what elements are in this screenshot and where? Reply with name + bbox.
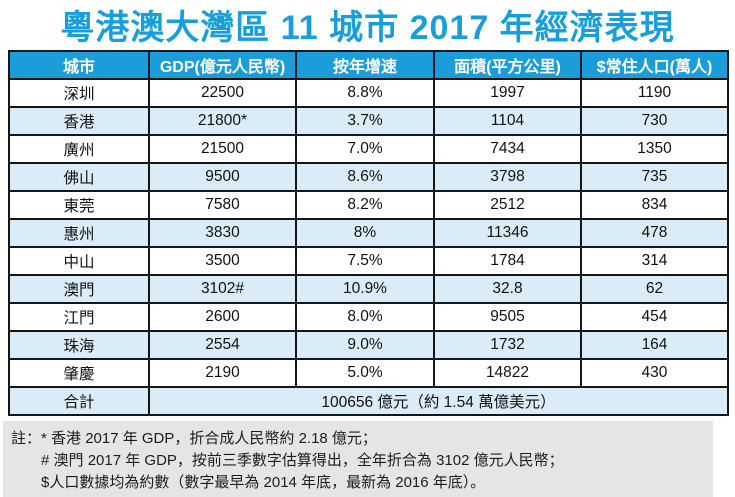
value-cell: 62 bbox=[580, 274, 729, 304]
value-cell: 8% bbox=[295, 218, 435, 248]
city-cell: 惠州 bbox=[8, 218, 150, 248]
value-cell: 1350 bbox=[580, 134, 729, 164]
value-cell: 21500 bbox=[148, 134, 297, 164]
value-cell: 3102# bbox=[148, 274, 297, 304]
table-row: 江門 2600 8.0% 9505 454 bbox=[8, 302, 729, 332]
city-cell: 深圳 bbox=[8, 78, 150, 108]
column-header: 城市 bbox=[8, 50, 150, 80]
total-row: 合計 100656 億元（約 1.54 萬億美元） bbox=[8, 386, 729, 416]
value-cell: 8.2% bbox=[295, 190, 435, 220]
value-cell: 5.0% bbox=[295, 358, 435, 388]
table-row: 肇慶 2190 5.0% 14822 430 bbox=[8, 358, 729, 388]
value-cell: 22500 bbox=[148, 78, 297, 108]
city-cell: 佛山 bbox=[8, 162, 150, 192]
table-body: 深圳 22500 8.8% 1997 1190 香港 21800* 3.7% 1104 730 廣州… bbox=[8, 78, 729, 388]
value-cell: 735 bbox=[580, 162, 729, 192]
value-cell: 3798 bbox=[433, 162, 582, 192]
value-cell: 9.0% bbox=[295, 330, 435, 360]
notes-lines: * 香港 2017 年 GDP，折合成人民幣約 2.18 億元； # 澳門 20… bbox=[41, 428, 703, 494]
table-row: 中山 3500 7.5% 1784 314 bbox=[8, 246, 729, 276]
table-row: 佛山 9500 8.6% 3798 735 bbox=[8, 162, 729, 192]
city-cell: 肇慶 bbox=[8, 358, 150, 388]
value-cell: 14822 bbox=[433, 358, 582, 388]
total-label: 合計 bbox=[8, 386, 150, 416]
value-cell: 2600 bbox=[148, 302, 297, 332]
value-cell: 7.5% bbox=[295, 246, 435, 276]
column-header: 按年增速 bbox=[295, 50, 435, 80]
value-cell: 1104 bbox=[433, 106, 582, 136]
value-cell: 21800* bbox=[148, 106, 297, 136]
table-header-row: 城市 GDP(億元人民幣) 按年增速 面積(平方公里) $常住人口(萬人) bbox=[8, 50, 729, 80]
column-header: GDP(億元人民幣) bbox=[148, 50, 297, 80]
city-cell: 江門 bbox=[8, 302, 150, 332]
table-row: 澳門 3102# 10.9% 32.8 62 bbox=[8, 274, 729, 304]
value-cell: 9500 bbox=[148, 162, 297, 192]
value-cell: 7580 bbox=[148, 190, 297, 220]
value-cell: 32.8 bbox=[433, 274, 582, 304]
city-cell: 廣州 bbox=[8, 134, 150, 164]
value-cell: 10.9% bbox=[295, 274, 435, 304]
value-cell: 1190 bbox=[580, 78, 729, 108]
table-row: 廣州 21500 7.0% 7434 1350 bbox=[8, 134, 729, 164]
notes-prefix: 註： bbox=[11, 430, 42, 447]
value-cell: 3830 bbox=[148, 218, 297, 248]
table-row: 深圳 22500 8.8% 1997 1190 bbox=[8, 78, 729, 108]
table-row: 香港 21800* 3.7% 1104 730 bbox=[8, 106, 729, 136]
value-cell: 8.0% bbox=[295, 302, 435, 332]
value-cell: 1732 bbox=[433, 330, 582, 360]
value-cell: 9505 bbox=[433, 302, 582, 332]
city-cell: 東莞 bbox=[8, 190, 150, 220]
value-cell: 11346 bbox=[433, 218, 582, 248]
value-cell: 1997 bbox=[433, 78, 582, 108]
economy-table: 城市 GDP(億元人民幣) 按年增速 面積(平方公里) $常住人口(萬人) 深圳 2250… bbox=[8, 50, 729, 416]
value-cell: 834 bbox=[580, 190, 729, 220]
table-header: 城市 GDP(億元人民幣) 按年增速 面積(平方公里) $常住人口(萬人) bbox=[8, 50, 729, 80]
note-line-population: $人口數據均為約數（數字最早為 2014 年底，最新為 2016 年底）。 bbox=[41, 474, 486, 491]
column-header: 面積(平方公里) bbox=[433, 50, 582, 80]
page-title: 粵港澳大灣區 11 城市 2017 年經濟表現 bbox=[60, 9, 675, 47]
value-cell: 8.6% bbox=[295, 162, 435, 192]
value-cell: 730 bbox=[580, 106, 729, 136]
value-cell: 314 bbox=[580, 246, 729, 276]
city-cell: 中山 bbox=[8, 246, 150, 276]
value-cell: 3500 bbox=[148, 246, 297, 276]
value-cell: 2190 bbox=[148, 358, 297, 388]
table-row: 珠海 2554 9.0% 1732 164 bbox=[8, 330, 729, 360]
note-line-macau: # 澳門 2017 年 GDP，按前三季數字估算得出，全年折合為 3102 億元… bbox=[41, 452, 564, 469]
value-cell: 430 bbox=[580, 358, 729, 388]
value-cell: 1784 bbox=[433, 246, 582, 276]
value-cell: 3.7% bbox=[295, 106, 435, 136]
note-line-hongkong: * 香港 2017 年 GDP，折合成人民幣約 2.18 億元； bbox=[41, 430, 377, 447]
value-cell: 7.0% bbox=[295, 134, 435, 164]
table-row: 東莞 7580 8.2% 2512 834 bbox=[8, 190, 729, 220]
city-cell: 澳門 bbox=[8, 274, 150, 304]
value-cell: 164 bbox=[580, 330, 729, 360]
notes-box: 註： * 香港 2017 年 GDP，折合成人民幣約 2.18 億元； # 澳門… bbox=[3, 421, 713, 497]
value-cell: 454 bbox=[580, 302, 729, 332]
table-footer: 合計 100656 億元（約 1.54 萬億美元） bbox=[8, 386, 729, 416]
total-value: 100656 億元（約 1.54 萬億美元） bbox=[148, 386, 729, 416]
column-header: $常住人口(萬人) bbox=[580, 50, 729, 80]
value-cell: 7434 bbox=[433, 134, 582, 164]
value-cell: 8.8% bbox=[295, 78, 435, 108]
value-cell: 478 bbox=[580, 218, 729, 248]
city-cell: 香港 bbox=[8, 106, 150, 136]
table-row: 惠州 3830 8% 11346 478 bbox=[8, 218, 729, 248]
city-cell: 珠海 bbox=[8, 330, 150, 360]
value-cell: 2554 bbox=[148, 330, 297, 360]
value-cell: 2512 bbox=[433, 190, 582, 220]
